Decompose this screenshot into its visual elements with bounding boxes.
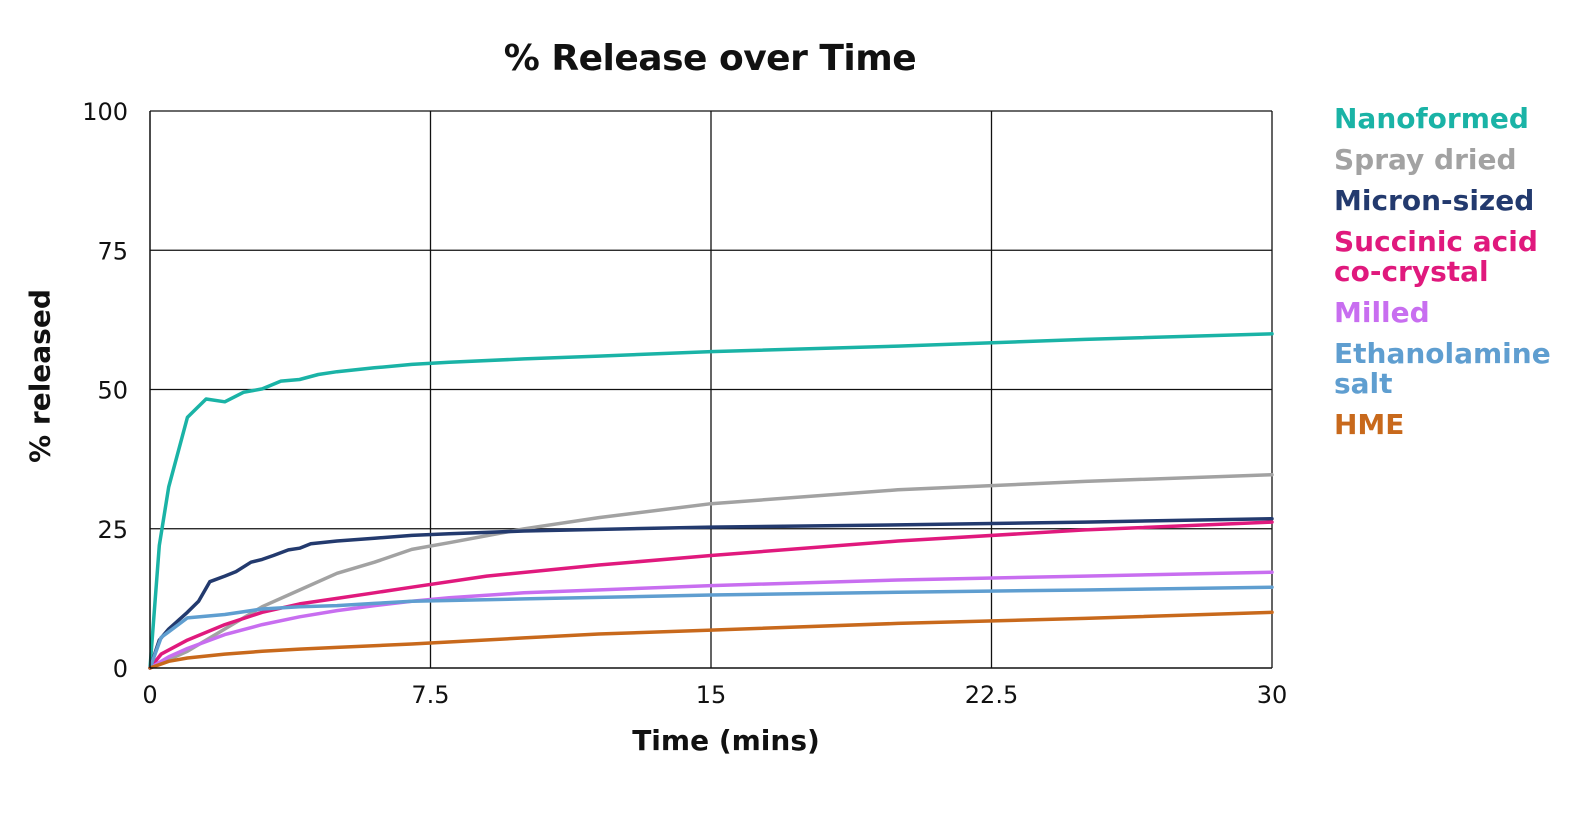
legend-item: HME [1334, 408, 1405, 441]
x-tick-label: 15 [696, 681, 727, 709]
legend-item: Milled [1334, 296, 1430, 329]
axes: 0 25 50 75 100 0 7.5 15 22.5 30 [82, 98, 1287, 709]
y-tick-label: 50 [97, 377, 128, 405]
series-lines [148, 332, 1274, 670]
series-line-0 [148, 332, 1274, 670]
y-tick-label: 75 [97, 237, 128, 265]
legend-item: Spray dried [1334, 143, 1517, 176]
series-line-3 [148, 520, 1274, 670]
legend-item: Ethanolamine salt [1334, 337, 1551, 400]
series-line-5 [148, 585, 1274, 670]
x-axis-label: Time (mins) [632, 724, 820, 757]
chart-title: % Release over Time [503, 38, 917, 79]
series-line-2 [148, 516, 1274, 670]
y-tick-label: 25 [97, 516, 128, 544]
series-line-6 [148, 610, 1274, 670]
legend-item: Succinic acid co-crystal [1334, 225, 1538, 288]
legend: Nanoformed Spray dried Micron-sized Succini… [1334, 104, 1551, 451]
x-tick-label: 7.5 [411, 681, 449, 709]
legend-item: Nanoformed [1334, 102, 1529, 135]
y-tick-label: 0 [113, 655, 128, 683]
legend-item: Micron-sized [1334, 184, 1535, 217]
y-tick-label: 100 [82, 98, 128, 126]
x-tick-label: 22.5 [965, 681, 1018, 709]
x-tick-label: 30 [1257, 681, 1288, 709]
series-line-4 [148, 570, 1274, 670]
x-tick-label: 0 [142, 681, 157, 709]
grid [150, 110, 1273, 668]
